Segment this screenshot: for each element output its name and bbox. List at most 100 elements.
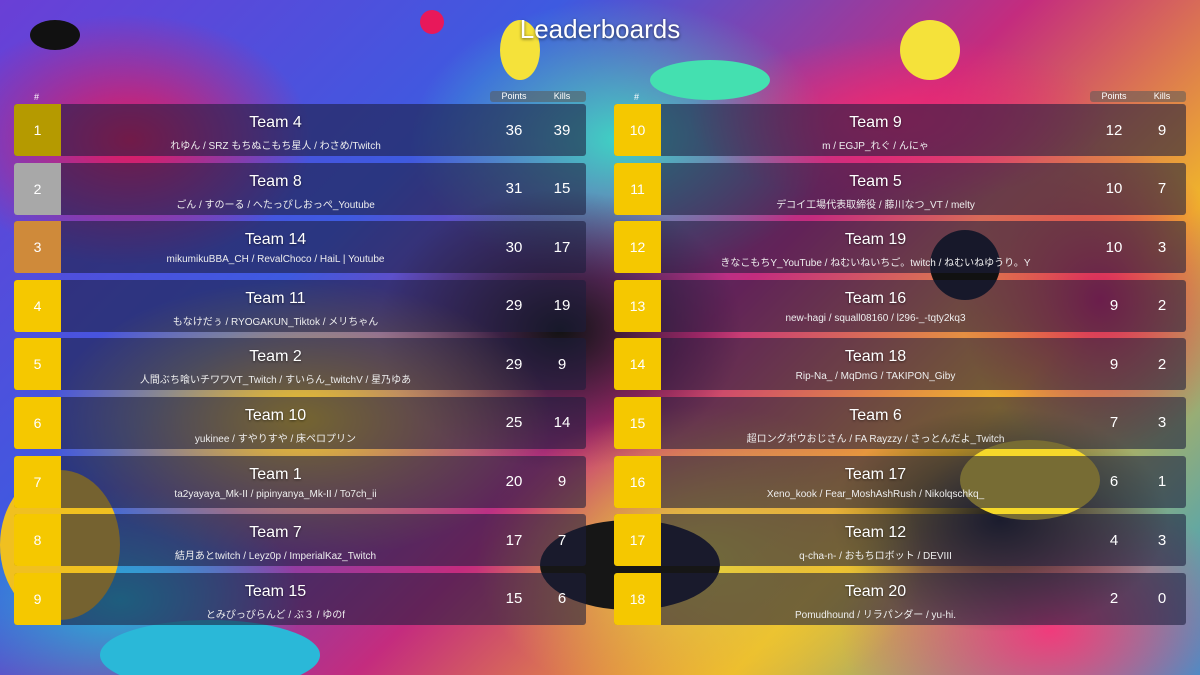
kills-value: 9 xyxy=(1157,121,1167,139)
team-members: m / EGJP_れぐ / んにゃ xyxy=(822,141,929,152)
team-members: 人間ぶち喰いチワワVT_Twitch / すいらん_twitchV / 星乃ゆあ xyxy=(139,375,412,387)
team-members: れゆん / SRZ もちぬこもち星人 / わさめ/Twitch xyxy=(170,141,381,152)
points-value: 31 xyxy=(505,180,523,198)
kills-value: 7 xyxy=(557,531,567,549)
rank-badge: 3 xyxy=(14,221,61,274)
points-header: Points xyxy=(1101,91,1127,101)
kills-value: 7 xyxy=(1157,180,1167,198)
leaderboard-row: 16 Team 17 Xeno_kook / Fear_MoshAshRush / … xyxy=(614,455,1186,508)
kills-value: 3 xyxy=(1157,238,1167,256)
points-value: 20 xyxy=(505,473,523,491)
team-name: Team 6 xyxy=(849,406,902,424)
rank-badge: 17 xyxy=(614,514,661,567)
team-members: 超ロングボウおじさん / FA Rayzzy / さっとんだよ_Twitch xyxy=(746,433,1005,445)
leaderboard-row: 3 Team 14 mikumikuBBA_CH / RevalChoco / Ha… xyxy=(14,221,586,274)
points-value: 12 xyxy=(1105,121,1123,139)
team-members: new-hagi / squall08160 / l296-_-tqty2kq3 xyxy=(785,312,966,324)
rank-badge: 5 xyxy=(14,338,61,391)
leaderboard-row: 13 Team 16 new-hagi / squall08160 / l296-_… xyxy=(614,279,1186,332)
kills-header: Kills xyxy=(1153,91,1171,101)
team-name: Team 4 xyxy=(249,114,302,131)
leaderboard-column-right: # Points Kills 10 Team 9 m / EGJP_れぐ / んにゃ… xyxy=(614,88,1186,631)
leaderboard-row: 11 Team 5 デコイ工場代表取締役 / 藤川なつ_VT / melty 10 7 xyxy=(614,162,1186,215)
team-name: Team 10 xyxy=(244,406,307,424)
team-name: Team 11 xyxy=(245,289,306,307)
kills-value: 3 xyxy=(1157,531,1167,549)
team-name: Team 12 xyxy=(844,524,907,542)
team-members: yukinee / すやりすや / 床ペロプリン xyxy=(194,433,357,445)
leaderboard-row: 12 Team 19 きなこもちY_YouTube / ねむいねいちご。twitch… xyxy=(614,221,1186,274)
leaderboard-row: 17 Team 12 q-cha-n- / おもちロボット / DEVIII 4 3 xyxy=(614,514,1186,567)
team-name: Team 15 xyxy=(244,582,307,600)
points-value: 9 xyxy=(1109,355,1119,373)
rank-header: # xyxy=(634,92,640,102)
leaderboard-row: 7 Team 1 ta2yayaya_Mk-II / pipinyanya_Mk-I… xyxy=(14,455,586,508)
team-name: Team 14 xyxy=(244,231,307,249)
points-value: 10 xyxy=(1105,238,1123,256)
rank-badge: 13 xyxy=(614,279,661,332)
team-name: Team 17 xyxy=(844,465,907,483)
column-header: # Points Kills xyxy=(14,88,586,104)
stat-header-group: Points Kills xyxy=(490,91,586,102)
points-header: Points xyxy=(501,91,527,101)
leaderboard-column-left: # Points Kills 1 Team 4 れゆん / SRZ もちぬこもち星人… xyxy=(14,88,586,631)
leaderboard-row: 8 Team 7 結月あとtwitch / Leyz0p / ImperialKaz… xyxy=(14,514,586,567)
team-name: Team 7 xyxy=(249,524,302,542)
rank-badge: 18 xyxy=(614,572,661,625)
leaderboard-row: 5 Team 2 人間ぶち喰いチワワVT_Twitch / すいらん_twitchV… xyxy=(14,338,586,391)
kills-value: 9 xyxy=(557,355,567,373)
points-value: 9 xyxy=(1109,297,1119,315)
stat-header-group: Points Kills xyxy=(1090,91,1186,102)
rank-badge: 4 xyxy=(14,279,61,332)
kills-value: 6 xyxy=(557,590,567,608)
leaderboard-row: 10 Team 9 m / EGJP_れぐ / んにゃ 12 9 xyxy=(614,104,1186,156)
rank-badge: 16 xyxy=(614,455,661,508)
team-members: mikumikuBBA_CH / RevalChoco / HaiL | You… xyxy=(166,254,385,266)
team-members: Pomudhound / リラパンダー / yu-hi. xyxy=(794,609,956,621)
leaderboard-row: 14 Team 18 Rip-Na_ / MqDmG / TAKIPON_Giby 9… xyxy=(614,338,1186,391)
team-members: q-cha-n- / おもちロボット / DEVIII xyxy=(799,551,952,563)
leaderboard-row: 18 Team 20 Pomudhound / リラパンダー / yu-hi. 2 0 xyxy=(614,572,1186,625)
kills-value: 15 xyxy=(553,180,571,198)
kills-value: 17 xyxy=(553,238,571,256)
team-members: ta2yayaya_Mk-II / pipinyanya_Mk-II / To7… xyxy=(174,488,377,500)
leaderboard-row: 1 Team 4 れゆん / SRZ もちぬこもち星人 / わさめ/Twitch 36… xyxy=(14,104,586,156)
points-value: 10 xyxy=(1105,180,1123,198)
points-value: 4 xyxy=(1109,531,1119,549)
kills-value: 2 xyxy=(1157,355,1167,373)
team-name: Team 2 xyxy=(249,348,302,366)
team-name: Team 5 xyxy=(849,172,902,190)
team-members: もなけだぅ / RYOGAKUN_Tiktok / メリちゃん xyxy=(172,316,379,328)
points-value: 6 xyxy=(1109,473,1119,491)
kills-value: 9 xyxy=(557,473,567,491)
leaderboard-row: 9 Team 15 とみぴっぴらんど / ぶ３ / ゆのf 15 6 xyxy=(14,572,586,625)
leaderboard-row: 15 Team 6 超ロングボウおじさん / FA Rayzzy / さっとんだよ_… xyxy=(614,396,1186,449)
team-members: 結月あとtwitch / Leyz0p / ImperialKaz_Twitch xyxy=(174,551,377,563)
team-members: Rip-Na_ / MqDmG / TAKIPON_Giby xyxy=(795,371,956,383)
kills-value: 2 xyxy=(1157,297,1167,315)
points-value: 29 xyxy=(505,355,523,373)
team-members: ごん / すのーる / へたっぴしおっぺ_Youtube xyxy=(176,199,375,211)
kills-value: 39 xyxy=(553,121,571,139)
rank-badge: 9 xyxy=(14,572,61,625)
rank-header: # xyxy=(34,92,40,102)
points-value: 7 xyxy=(1109,414,1119,432)
kills-value: 19 xyxy=(553,297,571,315)
team-members: とみぴっぴらんど / ぶ３ / ゆのf xyxy=(205,609,346,621)
page-title: Leaderboards xyxy=(519,14,681,44)
team-name: Team 16 xyxy=(844,289,907,307)
points-value: 17 xyxy=(505,531,523,549)
rank-badge: 2 xyxy=(14,162,61,215)
team-name: Team 18 xyxy=(844,348,907,366)
kills-header: Kills xyxy=(553,91,571,101)
points-value: 15 xyxy=(505,590,523,608)
leaderboard-row: 2 Team 8 ごん / すのーる / へたっぴしおっぺ_Youtube 31 15 xyxy=(14,162,586,215)
team-members: デコイ工場代表取締役 / 藤川なつ_VT / melty xyxy=(776,199,975,211)
rank-badge: 10 xyxy=(614,104,661,156)
rank-badge: 12 xyxy=(614,221,661,274)
rank-badge: 8 xyxy=(14,514,61,567)
points-value: 29 xyxy=(505,297,523,315)
rank-badge: 1 xyxy=(14,104,61,156)
team-name: Team 9 xyxy=(849,114,902,131)
rank-badge: 7 xyxy=(14,455,61,508)
